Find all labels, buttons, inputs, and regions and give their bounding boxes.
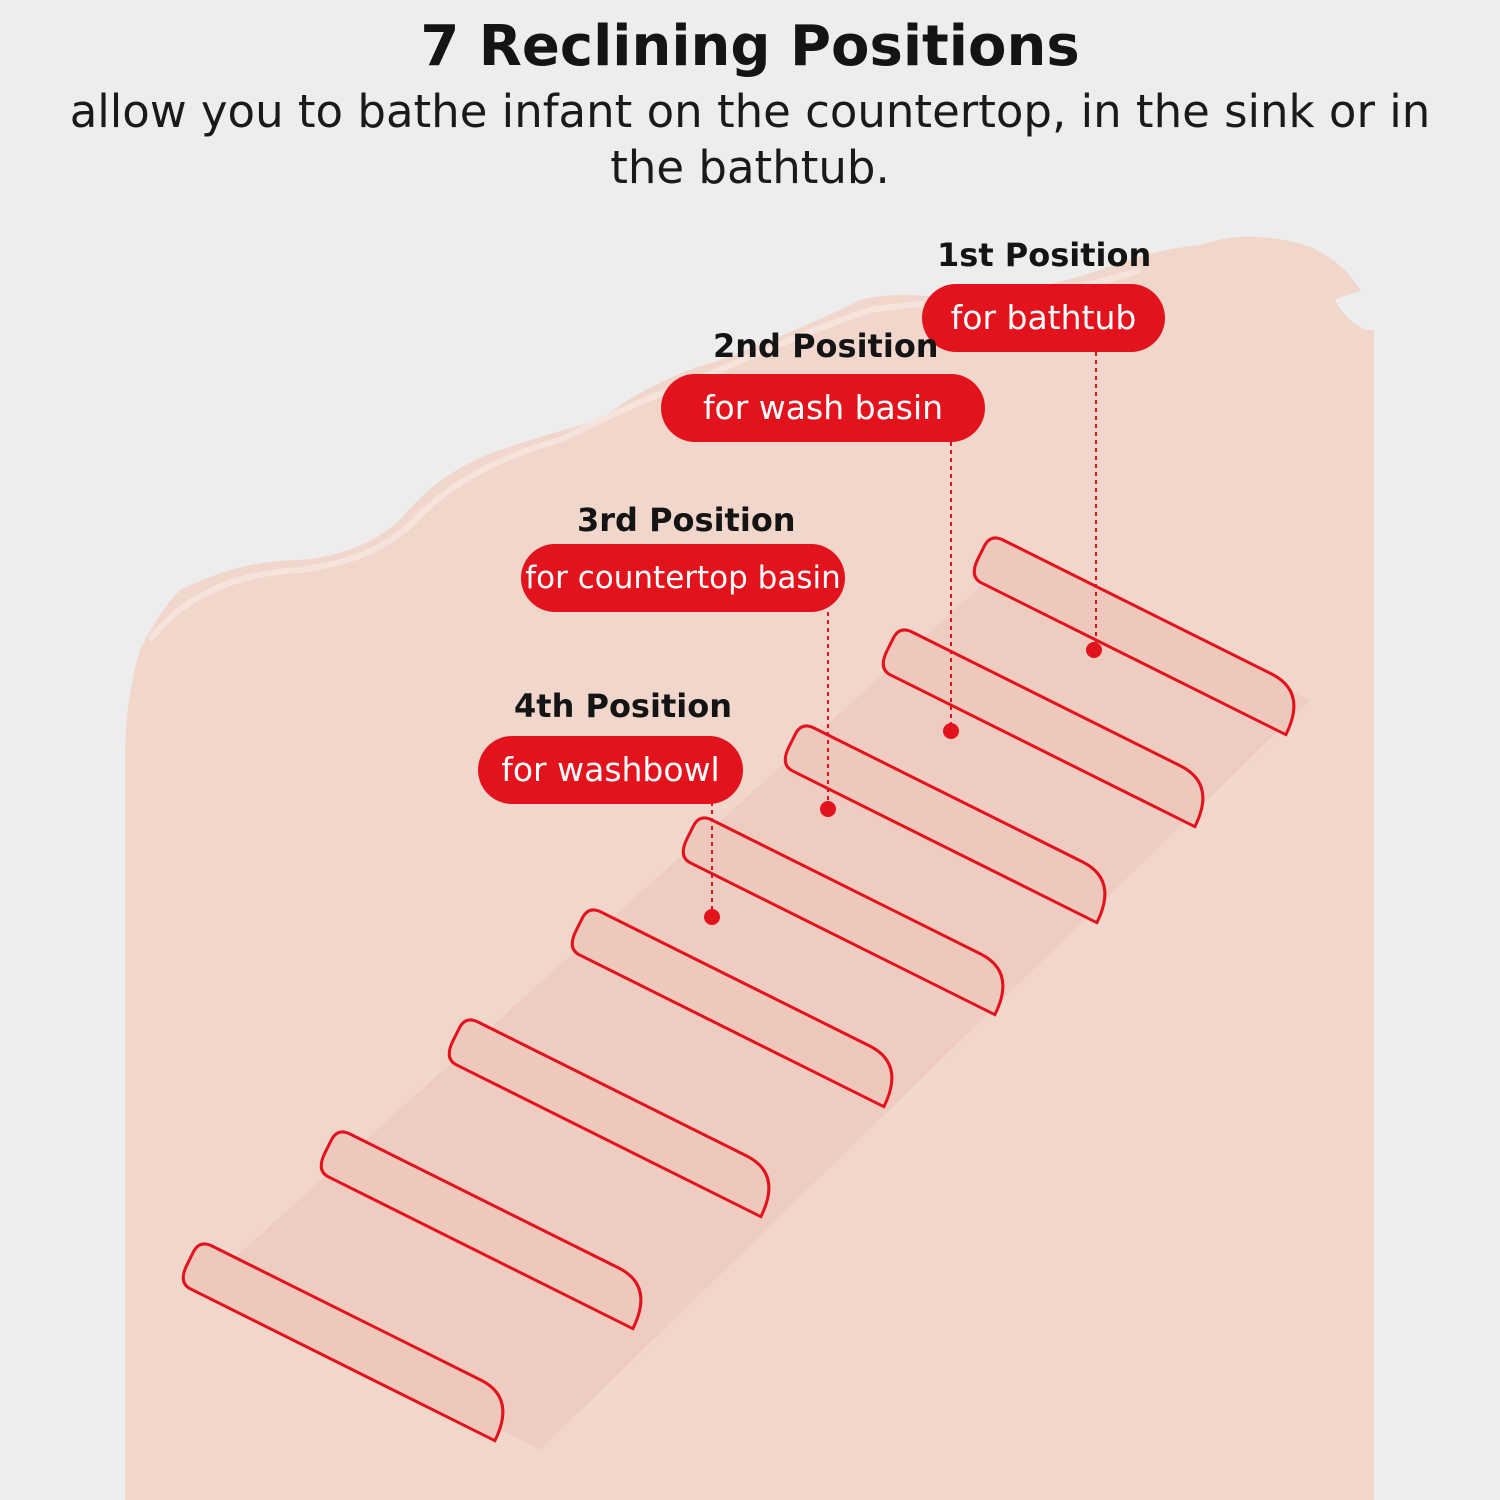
position-3-title: 3rd Position bbox=[577, 501, 796, 539]
page-title: 7 Reclining Positions bbox=[420, 14, 1080, 79]
position-4-title: 4th Position bbox=[514, 687, 732, 725]
leader-dot bbox=[943, 723, 959, 739]
leader-lines bbox=[711, 352, 1097, 916]
ridge bbox=[447, 1018, 771, 1219]
hanging-notch bbox=[1335, 290, 1374, 330]
ridge bbox=[570, 908, 894, 1109]
position-2-badge: for wash basin bbox=[661, 374, 985, 442]
position-2-title: 2nd Position bbox=[713, 327, 939, 365]
ridge bbox=[881, 628, 1205, 829]
page-subtitle: allow you to bathe infant on the counter… bbox=[69, 85, 1431, 194]
position-1-title: 1st Position bbox=[937, 236, 1152, 274]
leader-dot bbox=[820, 801, 836, 817]
position-1-badge: for bathtub bbox=[922, 284, 1165, 352]
position-4-badge: for washbowl bbox=[478, 736, 743, 804]
leader-dot bbox=[1086, 642, 1102, 658]
ridge bbox=[181, 1242, 505, 1443]
ridge bbox=[681, 816, 1005, 1017]
leader-dots bbox=[704, 642, 1102, 925]
leader-dot bbox=[704, 909, 720, 925]
ridge bbox=[972, 536, 1296, 737]
position-3-badge: for countertop basin bbox=[521, 544, 845, 612]
ridge bbox=[783, 724, 1107, 925]
ridges bbox=[181, 536, 1296, 1443]
ridge bbox=[319, 1130, 643, 1331]
